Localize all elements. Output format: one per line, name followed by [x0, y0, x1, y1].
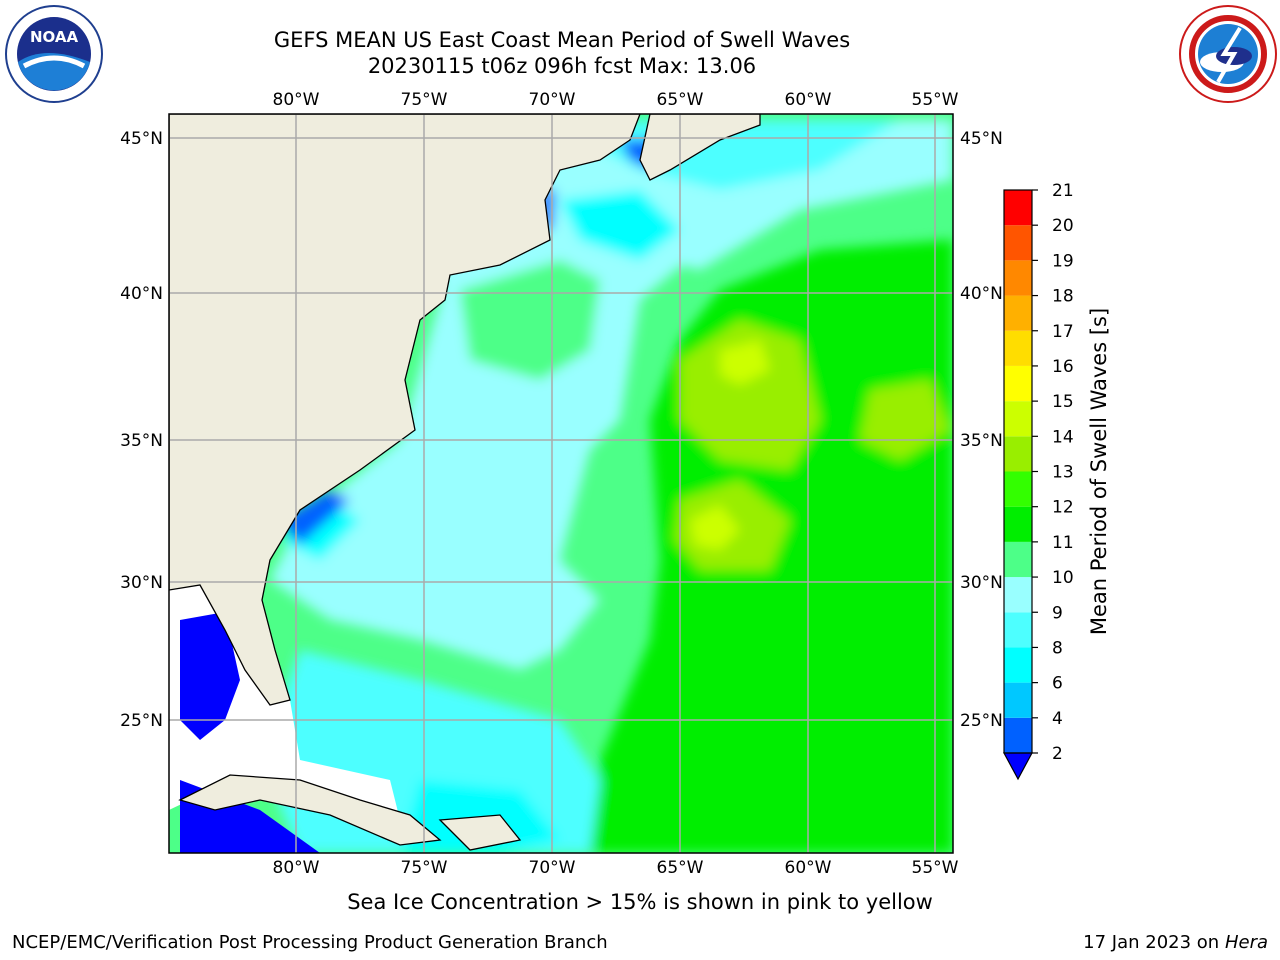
colorbar-tick-label: 18 [1052, 287, 1074, 307]
swell-zone-13s [690, 505, 740, 550]
lon-label-bottom: 80°W [273, 858, 320, 878]
swell-zone-10s-ribbon [460, 260, 600, 380]
colorbar-tick-label: 14 [1052, 427, 1074, 447]
nws-logo-icon [1179, 5, 1277, 103]
lat-label-right: 25°N [960, 711, 1003, 731]
swell-zone-12s-north [680, 320, 820, 470]
colorbar-segment [1004, 506, 1032, 542]
colorbar-segment [1004, 647, 1032, 683]
lon-label-top: 55°W [912, 90, 959, 110]
land-cuba [178, 774, 442, 846]
colorbar-label: Mean Period of Swell Waves [s] [1087, 308, 1111, 635]
lon-label-bottom: 75°W [401, 858, 448, 878]
lon-label-bottom: 65°W [657, 858, 704, 878]
colorbar-segment [1004, 436, 1032, 472]
colorbar-segment [1004, 612, 1032, 648]
swell-zone-9s [270, 120, 700, 670]
map-field [169, 114, 953, 853]
colorbar-tick-label: 6 [1052, 674, 1063, 694]
footer-credit: NCEP/EMC/Verification Post Processing Pr… [12, 932, 608, 953]
lon-label-top: 70°W [529, 90, 576, 110]
noaa-logo-text: NOAA [30, 28, 79, 46]
swell-zone-6s [560, 190, 680, 260]
colorbar-tick-label: 12 [1052, 498, 1074, 518]
colorbar-segment [1004, 682, 1032, 718]
lat-label-right: 35°N [960, 431, 1003, 451]
chart-subtitle: 20230115 t06z 096h fcst Max: 13.06 [367, 54, 757, 78]
footer-date: 17 Jan 2023 on Hera [1083, 932, 1268, 953]
colorbar-tick-label: 11 [1052, 533, 1074, 553]
lon-label-top: 60°W [785, 90, 832, 110]
colorbar-tick-label: 2 [1052, 744, 1063, 764]
lat-label-left: 35°N [120, 431, 163, 451]
swell-zone-4s-coast [280, 490, 350, 545]
lon-label-top: 65°W [657, 90, 704, 110]
land-hispaniola [438, 814, 522, 851]
sea-ice-note: Sea Ice Concentration > 15% is shown in … [347, 890, 933, 914]
colorbar-segment [1004, 225, 1032, 261]
lat-label-left: 45°N [120, 129, 163, 149]
colorbar-segment [1004, 471, 1032, 507]
lon-label-bottom: 60°W [785, 858, 832, 878]
lon-label-bottom: 55°W [912, 858, 959, 878]
colorbar-segment [1004, 401, 1032, 437]
map-frame [168, 113, 954, 854]
colorbar-tick-label: 20 [1052, 216, 1074, 236]
lon-label-top: 75°W [401, 90, 448, 110]
noaa-logo-icon: NOAA [5, 5, 103, 103]
colorbar-tick-label: 15 [1052, 392, 1074, 412]
lon-label-top: 80°W [273, 90, 320, 110]
colorbar-segment [1004, 541, 1032, 578]
colorbar-segment [1004, 330, 1032, 366]
colorbar-tick-label: 16 [1052, 357, 1074, 377]
colorbar-segment [1004, 295, 1032, 331]
lat-label-left: 25°N [120, 711, 163, 731]
lon-label-bottom: 70°W [529, 858, 576, 878]
lat-label-left: 40°N [120, 284, 163, 304]
colorbar-segment [1004, 717, 1032, 753]
lat-label-left: 30°N [120, 573, 163, 593]
land-north-america [169, 114, 641, 706]
colorbar-segment [1004, 365, 1032, 402]
colorbar-tick-label: 19 [1052, 251, 1074, 271]
colorbar-tick-label: 8 [1052, 638, 1063, 658]
land-maritimes [639, 114, 761, 181]
footer-host: Hera [1224, 932, 1268, 953]
colorbar-tick-label: 13 [1052, 463, 1074, 483]
chart-title: GEFS MEAN US East Coast Mean Period of S… [273, 28, 851, 52]
swell-zone-13s-north [720, 340, 770, 385]
colorbar-under-arrow [1002, 752, 1034, 781]
colorbar-tick-label: 21 [1052, 181, 1074, 201]
colorbar-tick-label: 10 [1052, 568, 1074, 588]
footer-date-text: 17 Jan 2023 on [1083, 932, 1225, 953]
colorbar-segment [1004, 577, 1032, 613]
colorbar-segment [1004, 260, 1032, 296]
colorbar-tick-label: 17 [1052, 322, 1074, 342]
colorbar-segment [1004, 190, 1032, 226]
colorbar-tick-label: 9 [1052, 603, 1063, 623]
lat-label-right: 30°N [960, 573, 1003, 593]
colorbar-tick-label: 4 [1052, 709, 1063, 729]
gulf-under-range [180, 612, 240, 740]
lat-label-right: 45°N [960, 129, 1003, 149]
lat-label-right: 40°N [960, 284, 1003, 304]
